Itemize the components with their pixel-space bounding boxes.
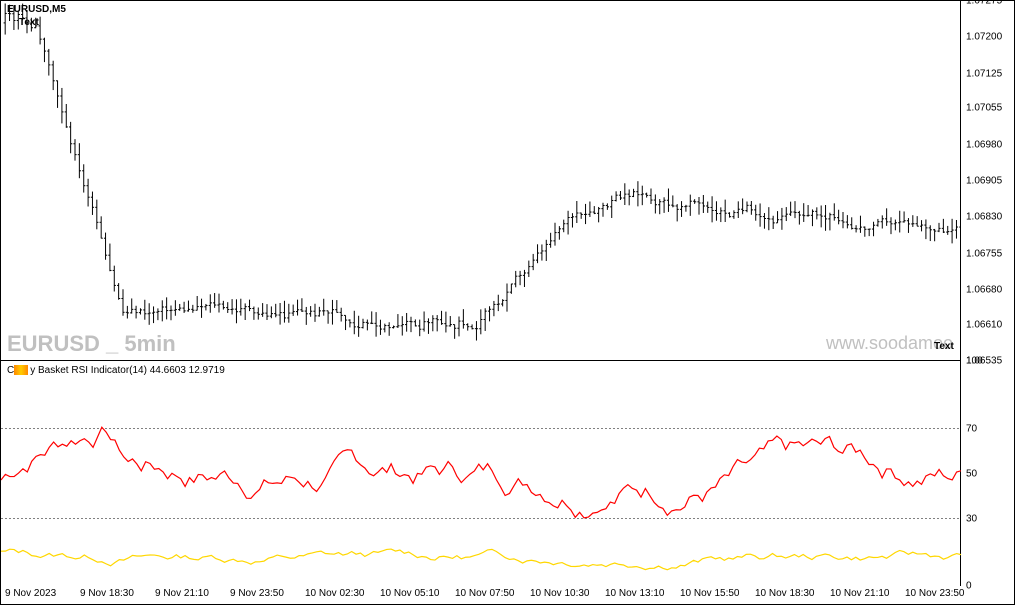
time-tick: 9 Nov 18:30: [80, 588, 134, 599]
indicator-tick: 70: [966, 423, 977, 434]
indicator-title-text: y Basket RSI Indicator(14) 44.6603 12.97…: [30, 365, 225, 376]
trading-chart-container: EURUSD,M5 Text EURUSD _ 5min www.soodamo…: [0, 0, 1015, 605]
time-tick: 9 Nov 2023: [5, 588, 56, 599]
indicator-icon: [14, 365, 28, 375]
price-tick: 1.06680: [966, 285, 1002, 296]
indicator-tick: 50: [966, 468, 977, 479]
time-tick: 10 Nov 07:50: [455, 588, 515, 599]
price-tick: 1.07275: [966, 0, 1002, 7]
indicator-y-axis: 1007050300: [961, 361, 1015, 586]
price-tick: 1.07200: [966, 32, 1002, 43]
time-tick: 9 Nov 21:10: [155, 588, 209, 599]
time-tick: 10 Nov 10:30: [530, 588, 590, 599]
time-tick: 10 Nov 13:10: [605, 588, 665, 599]
price-tick: 1.06610: [966, 319, 1002, 330]
indicator-tick: 100: [966, 356, 983, 367]
time-tick: 10 Nov 15:50: [680, 588, 740, 599]
price-tick: 1.06755: [966, 248, 1002, 259]
time-tick: 10 Nov 18:30: [755, 588, 815, 599]
indicator-panel[interactable]: Cy Basket RSI Indicator(14) 44.6603 12.9…: [1, 361, 961, 586]
price-tick: 1.06980: [966, 139, 1002, 150]
price-chart-panel[interactable]: EURUSD,M5 Text EURUSD _ 5min www.soodamo…: [1, 1, 961, 361]
indicator-title: Cy Basket RSI Indicator(14) 44.6603 12.9…: [7, 365, 225, 376]
time-axis: 9 Nov 2023 9 Nov 18:30 9 Nov 21:10 9 Nov 23…: [1, 586, 1015, 606]
price-tick: 1.07125: [966, 68, 1002, 79]
chart-symbol-label: EURUSD,M5: [7, 4, 66, 15]
symbol-watermark: EURUSD _ 5min: [7, 331, 176, 357]
price-tick: 1.06830: [966, 212, 1002, 223]
time-tick: 10 Nov 21:10: [830, 588, 890, 599]
text-annotation-left: Text: [19, 17, 39, 28]
indicator-prefix: C: [7, 365, 14, 376]
text-annotation-right: Text: [934, 341, 954, 352]
indicator-chart-svg: [1, 361, 961, 586]
price-chart-svg: [1, 1, 961, 361]
time-tick: 10 Nov 02:30: [305, 588, 365, 599]
price-y-axis: 1.07275 1.07200 1.07125 1.07055 1.06980 1.069…: [961, 1, 1015, 361]
indicator-tick: 30: [966, 513, 977, 524]
price-tick: 1.06905: [966, 176, 1002, 187]
time-tick: 10 Nov 23:50: [905, 588, 965, 599]
time-tick: 9 Nov 23:50: [230, 588, 284, 599]
time-tick: 10 Nov 05:10: [380, 588, 440, 599]
price-tick: 1.07055: [966, 103, 1002, 114]
